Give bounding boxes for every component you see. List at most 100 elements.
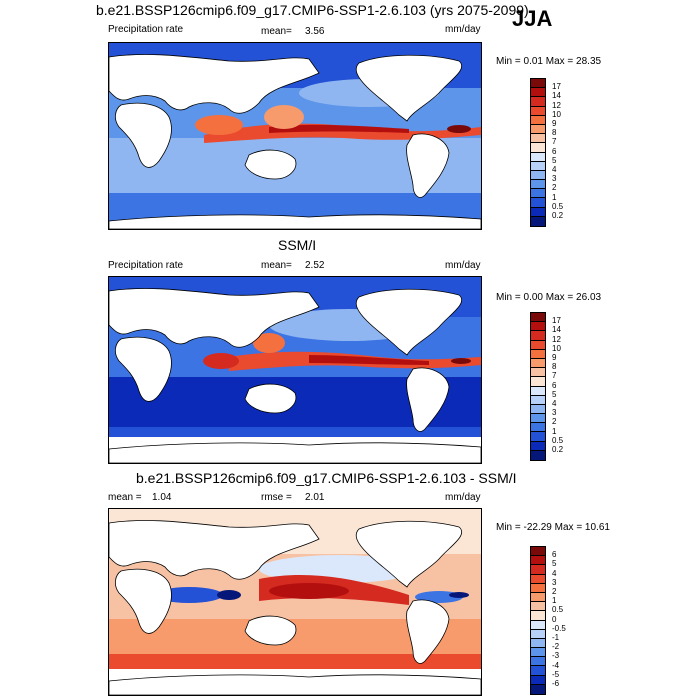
colorbar-tick-label: -4 bbox=[552, 660, 560, 670]
antarctica-landmass bbox=[109, 674, 481, 695]
colorbar-tick-label: 3 bbox=[552, 577, 557, 587]
indian-ocean-negative bbox=[155, 587, 223, 603]
colorbar-swatch bbox=[531, 620, 545, 630]
atlantic-itcz-max bbox=[447, 125, 471, 133]
season-label: JJA bbox=[512, 6, 553, 31]
colorbar-tick-label: 4 bbox=[552, 568, 557, 578]
colorbar-tick-label: -6 bbox=[552, 679, 560, 688]
eurasia-landmass bbox=[109, 288, 320, 348]
colorbar-swatch bbox=[531, 684, 545, 694]
colorbar-tick-label: 9 bbox=[552, 119, 557, 128]
colorbar-swatch bbox=[531, 666, 545, 676]
colorbar-swatch bbox=[531, 547, 545, 557]
atlantic-itcz-max bbox=[451, 358, 471, 364]
panel-3-units: mm/day bbox=[445, 492, 481, 503]
colorbar-swatch bbox=[531, 152, 545, 162]
colorbar-tick-label: 6 bbox=[552, 380, 557, 390]
north-america-landmass bbox=[355, 520, 462, 588]
panel-2-minmax: Min = 0.00 Max = 26.03 bbox=[496, 292, 602, 303]
colorbar-swatch bbox=[531, 423, 545, 433]
colorbar-tick-label: 3 bbox=[552, 174, 557, 184]
panel-1-colorbar bbox=[530, 78, 546, 227]
colorbar-tick-label: 12 bbox=[552, 334, 561, 344]
colorbar-tick-label: 1 bbox=[552, 596, 557, 606]
colorbar-tick-label: 0 bbox=[552, 614, 557, 624]
panel-3-map bbox=[108, 508, 482, 696]
australia-landmass bbox=[244, 615, 297, 646]
colorbar-swatch bbox=[531, 441, 545, 451]
colorbar-tick-label: 2 bbox=[552, 587, 557, 596]
panel-2-colorbar bbox=[530, 312, 546, 461]
panel-2-map-svg bbox=[109, 277, 481, 463]
colorbar-swatch bbox=[531, 340, 545, 350]
colorbar-tick-label: 5 bbox=[552, 559, 557, 569]
colorbar-swatch bbox=[531, 592, 545, 603]
panel-1-map-svg bbox=[109, 43, 481, 229]
panel-2-map bbox=[108, 276, 482, 464]
bay-of-bengal-min bbox=[217, 590, 241, 600]
colorbar-tick-label: 12 bbox=[552, 100, 561, 110]
colorbar-tick-label: -2 bbox=[552, 642, 560, 652]
colorbar-tick-label: 6 bbox=[552, 550, 557, 560]
west-pacific-warm-pool bbox=[264, 105, 304, 129]
panel-3-rmse-label: rmse = bbox=[261, 492, 292, 503]
colorbar-tick-label: 7 bbox=[552, 371, 557, 381]
south-america-landmass bbox=[406, 367, 450, 432]
colorbar-swatch bbox=[531, 611, 545, 621]
panel-2-units: mm/day bbox=[445, 260, 481, 271]
colorbar-swatch bbox=[531, 358, 545, 369]
west-pacific-warm-pool bbox=[253, 333, 285, 353]
atlantic-min bbox=[449, 592, 469, 598]
colorbar-tick-label: 0.2 bbox=[552, 211, 564, 220]
panel-3-minmax: Min = -22.29 Max = 10.61 bbox=[496, 522, 610, 533]
itcz-core bbox=[309, 355, 429, 365]
colorbar-tick-label: 8 bbox=[552, 128, 557, 138]
colorbar-swatch bbox=[531, 602, 545, 612]
colorbar-tick-label: 17 bbox=[552, 316, 561, 326]
colorbar-swatch bbox=[531, 170, 545, 181]
colorbar-swatch bbox=[531, 115, 545, 125]
colorbar-tick-label: 0.5 bbox=[552, 605, 564, 615]
colorbar-swatch bbox=[531, 313, 545, 323]
panel-1-mean-value: 3.56 bbox=[305, 26, 325, 37]
colorbar-swatch bbox=[531, 124, 545, 135]
panel-2-variable-label: Precipitation rate bbox=[108, 260, 184, 271]
colorbar-swatch bbox=[531, 432, 545, 442]
colorbar-swatch bbox=[531, 349, 545, 359]
colorbar-tick-label: 6 bbox=[552, 146, 557, 156]
colorbar-swatch bbox=[531, 450, 545, 460]
colorbar-tick-label: -5 bbox=[552, 669, 560, 679]
australia-landmass bbox=[244, 149, 297, 180]
panel-1-map bbox=[108, 42, 482, 230]
panel-3-rmse-value: 2.01 bbox=[305, 492, 325, 503]
colorbar-swatch bbox=[531, 638, 545, 649]
antarctica-landmass bbox=[109, 214, 481, 229]
panel-3-title: b.e21.BSSP126cmip6.f09_g17.CMIP6-SSP1-2.… bbox=[136, 470, 517, 486]
colorbar-swatch bbox=[531, 216, 545, 226]
colorbar-tick-label: 4 bbox=[552, 399, 557, 408]
south-america-landmass bbox=[406, 599, 450, 664]
colorbar-swatch bbox=[531, 414, 545, 424]
colorbar-tick-label: 0.5 bbox=[552, 201, 564, 211]
panel-3-mean-value: 1.04 bbox=[152, 492, 172, 503]
colorbar-swatch bbox=[531, 574, 545, 584]
colorbar-tick-label: 2 bbox=[552, 417, 557, 427]
colorbar-swatch bbox=[531, 106, 545, 116]
panel-1-mean-label: mean= bbox=[261, 26, 292, 37]
panel-3-colorbar bbox=[530, 546, 546, 695]
bay-of-bengal-max bbox=[203, 353, 239, 369]
colorbar-tick-label: 0.2 bbox=[552, 445, 564, 454]
colorbar-swatch bbox=[531, 189, 545, 199]
colorbar-swatch bbox=[531, 648, 545, 658]
panel-3-mean-label: mean = bbox=[108, 492, 142, 503]
colorbar-tick-label: -3 bbox=[552, 651, 560, 661]
colorbar-swatch bbox=[531, 657, 545, 667]
colorbar-swatch bbox=[531, 79, 545, 89]
africa-landmass bbox=[115, 102, 172, 168]
colorbar-swatch bbox=[531, 675, 545, 685]
itcz-core bbox=[269, 124, 409, 133]
colorbar-swatch bbox=[531, 331, 545, 341]
colorbar-swatch bbox=[531, 629, 545, 639]
colorbar-swatch bbox=[531, 207, 545, 217]
colorbar-tick-label: 14 bbox=[552, 91, 561, 101]
